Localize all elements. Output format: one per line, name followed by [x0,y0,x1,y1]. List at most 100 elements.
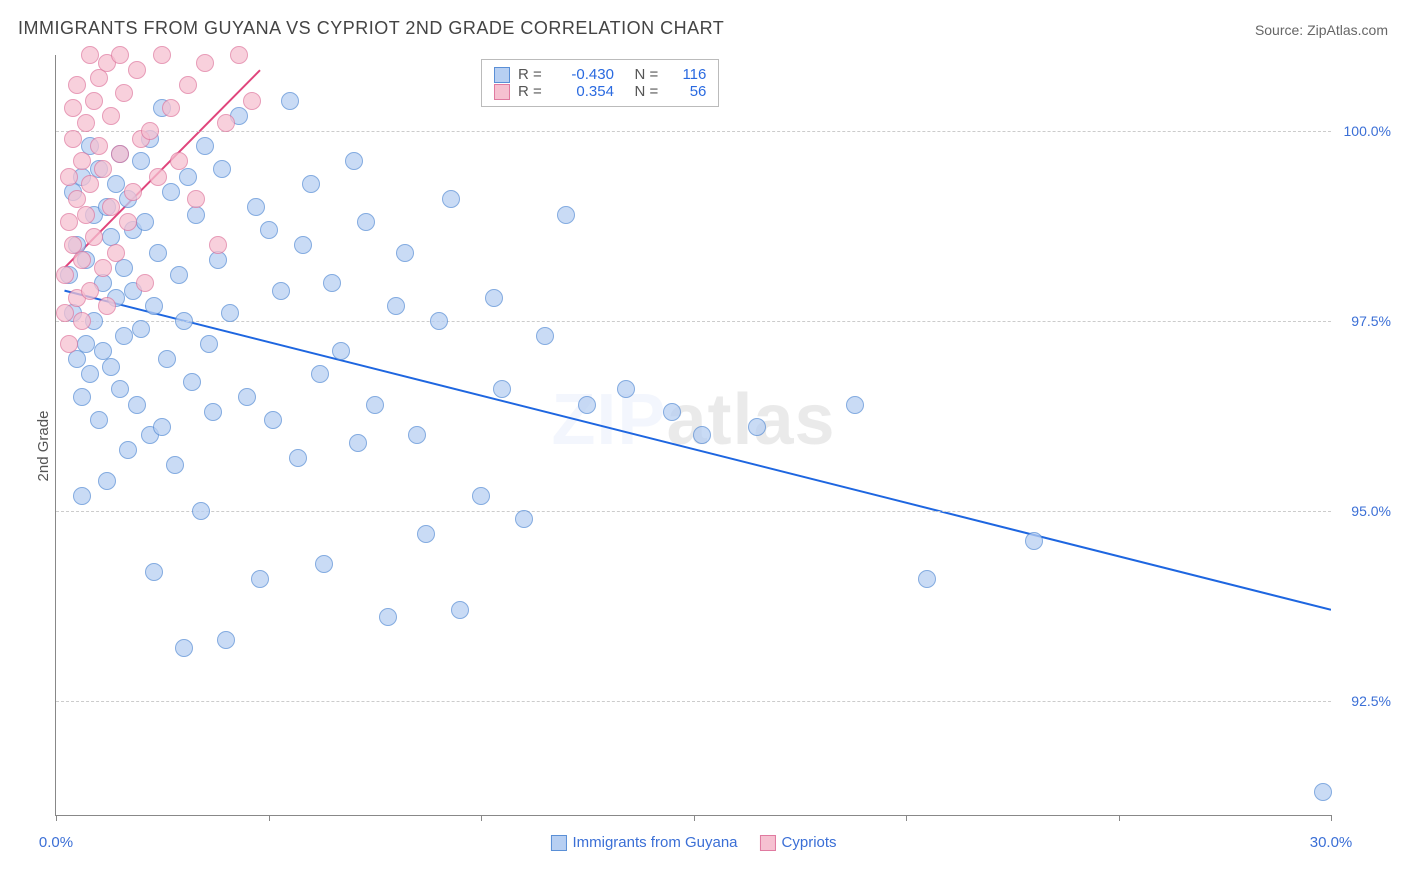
x-tick-label: 30.0% [1310,834,1353,851]
scatter-point [81,46,99,64]
stat-n-label: N = [622,83,662,100]
scatter-point [472,487,490,505]
chart-container: IMMIGRANTS FROM GUYANA VS CYPRIOT 2ND GR… [0,0,1406,892]
scatter-point [179,76,197,94]
scatter-point [332,342,350,360]
x-tick-mark [694,815,695,821]
scatter-point [387,297,405,315]
scatter-point [68,76,86,94]
scatter-point [115,259,133,277]
scatter-point [272,282,290,300]
scatter-point [115,327,133,345]
scatter-point [73,312,91,330]
scatter-point [179,168,197,186]
scatter-point [149,168,167,186]
x-tick-mark [269,815,270,821]
scatter-point [204,403,222,421]
stat-n-label: N = [622,66,662,83]
series-legend-label: Immigrants from Guyana [572,834,737,851]
scatter-point [238,388,256,406]
stats-legend-row: R = -0.430 N = 116 [494,66,706,83]
y-tick-label: 97.5% [1351,313,1391,329]
scatter-point [94,259,112,277]
scatter-point [77,206,95,224]
scatter-point [366,396,384,414]
stat-r-value: -0.430 [554,66,614,83]
scatter-point [136,274,154,292]
x-tick-label: 0.0% [39,834,73,851]
scatter-point [217,114,235,132]
scatter-point [281,92,299,110]
y-axis-label: 2nd Grade [35,411,52,482]
watermark: ZIPatlas [551,379,835,461]
scatter-point [119,213,137,231]
scatter-point [260,221,278,239]
x-tick-mark [1119,815,1120,821]
scatter-point [73,251,91,269]
x-tick-mark [481,815,482,821]
scatter-point [107,244,125,262]
scatter-point [98,297,116,315]
scatter-point [442,190,460,208]
scatter-point [77,335,95,353]
scatter-point [417,525,435,543]
scatter-point [94,160,112,178]
scatter-point [90,137,108,155]
scatter-point [183,373,201,391]
scatter-point [128,396,146,414]
scatter-point [153,418,171,436]
trend-line [65,291,1332,610]
scatter-point [311,365,329,383]
scatter-point [748,418,766,436]
scatter-point [536,327,554,345]
scatter-point [302,175,320,193]
scatter-point [111,46,129,64]
scatter-point [73,388,91,406]
scatter-point [485,289,503,307]
scatter-point [153,46,171,64]
scatter-point [578,396,596,414]
chart-title: IMMIGRANTS FROM GUYANA VS CYPRIOT 2ND GR… [18,18,724,39]
scatter-point [846,396,864,414]
scatter-point [141,122,159,140]
scatter-point [408,426,426,444]
scatter-point [196,54,214,72]
y-tick-label: 100.0% [1344,123,1391,139]
x-tick-mark [56,815,57,821]
scatter-point [60,168,78,186]
plot-area: ZIPatlas 92.5%95.0%97.5%100.0%0.0%30.0%R… [55,55,1331,816]
scatter-point [918,570,936,588]
grid-line [56,321,1331,322]
stat-n-value: 56 [670,83,706,100]
scatter-point [175,639,193,657]
scatter-point [162,99,180,117]
scatter-point [64,130,82,148]
scatter-point [451,601,469,619]
scatter-point [192,502,210,520]
scatter-point [107,175,125,193]
scatter-point [158,350,176,368]
scatter-point [60,213,78,231]
scatter-point [221,304,239,322]
grid-line [56,511,1331,512]
scatter-point [56,304,74,322]
legend-swatch [550,835,566,851]
scatter-point [243,92,261,110]
scatter-point [693,426,711,444]
scatter-point [557,206,575,224]
scatter-point [166,456,184,474]
scatter-point [396,244,414,262]
y-tick-label: 92.5% [1351,693,1391,709]
scatter-point [145,297,163,315]
scatter-point [73,152,91,170]
scatter-point [85,228,103,246]
scatter-point [115,84,133,102]
scatter-point [289,449,307,467]
scatter-point [217,631,235,649]
scatter-point [56,266,74,284]
scatter-point [136,213,154,231]
scatter-point [213,160,231,178]
scatter-point [430,312,448,330]
scatter-point [315,555,333,573]
stat-r-label: R = [518,83,546,100]
